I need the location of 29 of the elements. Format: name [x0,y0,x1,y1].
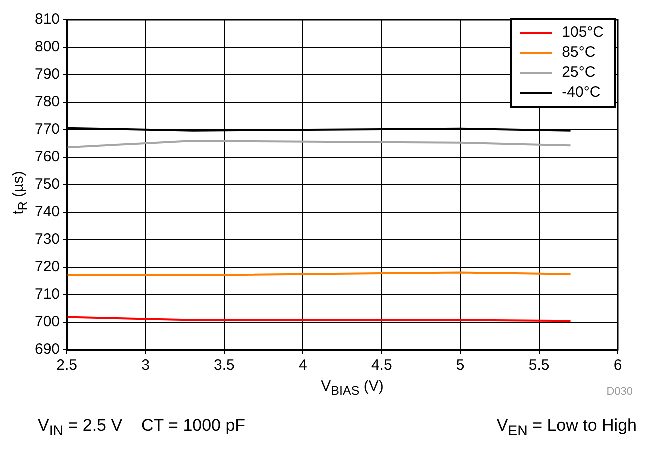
y-tick-label: 790 [34,66,60,84]
y-tick-label: 810 [34,11,60,28]
x-tick-label: 5.5 [528,357,550,374]
y-tick-label: 770 [34,121,60,138]
x-tick-label: 3 [142,357,150,374]
x-tick-label: 6 [614,357,622,374]
x-tick-label: 4 [298,357,308,374]
y-tick-label: 690 [34,341,60,358]
y-tick-label: 730 [34,231,60,248]
x-tick-label: 5 [456,357,465,374]
text: D030 [606,386,633,398]
legend-label: 85°C [562,43,596,63]
x-tick-label: 3.5 [214,357,235,374]
y-tick-label: 760 [34,148,60,166]
y-tick-label: 780 [34,94,60,111]
legend-label: 25°C [562,63,596,83]
y-tick-label: 720 [34,258,60,276]
y-tick-label: 800 [34,38,60,56]
x-axis-title: V$_{BIAS}$ (V) [321,378,384,398]
y-tick-label: 740 [34,204,60,221]
legend-label: 105°C [562,23,604,43]
x-tick-label: 4.5 [371,357,392,374]
y-tick-label: 710 [34,286,60,304]
x-tick-label: 2.5 [56,357,78,374]
text: V$_{IN}$ = 2.5 V CT = 1000 pF [38,416,246,440]
text: V$_{EN}$ = Low to High [496,416,637,440]
legend-label: -40°C [562,83,601,103]
y-tick-label: 700 [34,314,60,331]
y-tick-label: 750 [34,176,60,194]
